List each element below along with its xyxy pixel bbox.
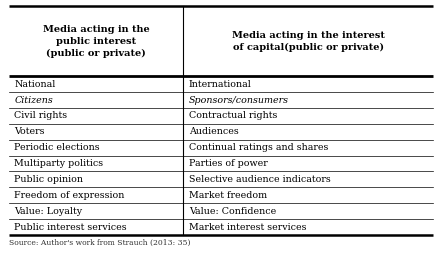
Text: Citizens: Citizens (14, 96, 53, 104)
Text: Selective audience indicators: Selective audience indicators (189, 175, 331, 184)
Text: International: International (189, 80, 251, 89)
Text: Market freedom: Market freedom (189, 191, 267, 200)
Text: Value: Confidence: Value: Confidence (189, 207, 276, 216)
Text: Audiences: Audiences (189, 127, 239, 136)
Text: Freedom of expression: Freedom of expression (14, 191, 125, 200)
Text: Multiparty politics: Multiparty politics (14, 159, 103, 168)
Text: Source: Author's work from Strauch (2013: 35): Source: Author's work from Strauch (2013… (9, 239, 191, 246)
Text: Media acting in the
public interest
(public or private): Media acting in the public interest (pub… (43, 25, 149, 58)
Text: Sponsors/consumers: Sponsors/consumers (189, 96, 289, 104)
Text: Voters: Voters (14, 127, 45, 136)
Text: Civil rights: Civil rights (14, 112, 67, 120)
Text: Media acting in the interest
of capital(public or private): Media acting in the interest of capital(… (232, 31, 385, 52)
Text: Value: Loyalty: Value: Loyalty (14, 207, 82, 216)
Text: Public opinion: Public opinion (14, 175, 83, 184)
Text: Contractual rights: Contractual rights (189, 112, 277, 120)
Text: Continual ratings and shares: Continual ratings and shares (189, 143, 328, 152)
Text: Periodic elections: Periodic elections (14, 143, 100, 152)
Text: Market interest services: Market interest services (189, 223, 306, 231)
Text: National: National (14, 80, 56, 89)
Text: Public interest services: Public interest services (14, 223, 127, 231)
Text: Parties of power: Parties of power (189, 159, 267, 168)
